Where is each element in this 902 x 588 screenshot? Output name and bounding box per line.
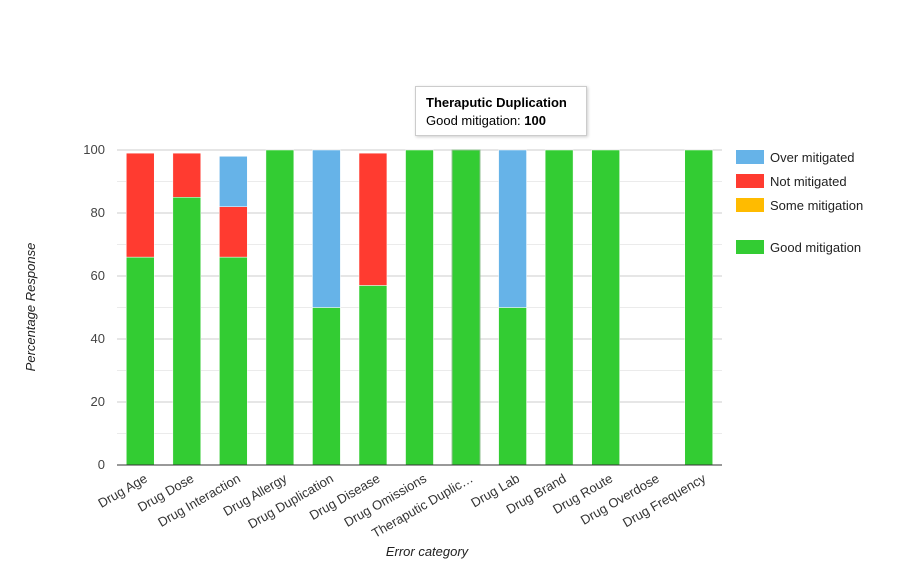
y-tick-label: 0 [98,457,105,472]
y-tick-label: 20 [91,394,105,409]
bar-segment[interactable] [219,156,248,207]
bar-segment[interactable] [498,307,527,466]
bar-segment[interactable] [265,149,295,466]
y-tick-label: 80 [91,205,105,220]
bar-segment[interactable] [312,149,341,308]
y-tick-label: 40 [91,331,105,346]
bar-segment[interactable] [358,152,388,286]
tooltip-body: Good mitigation: 100 [426,113,576,128]
legend-item-good-mitigation[interactable]: Good mitigation [736,237,896,261]
legend-swatch [736,240,764,254]
tooltip: Theraputic Duplication Good mitigation: … [415,86,587,136]
x-tick-label: Drug Overdose [578,471,662,528]
legend-swatch [736,198,764,212]
legend-label: Some mitigation [770,198,864,213]
y-tick-label: 100 [83,142,105,157]
tooltip-value: 100 [524,113,546,128]
legend-item-some-mitigation[interactable]: Some mitigation [736,195,896,237]
legend: Over mitigated Not mitigated Some mitiga… [736,147,896,261]
bar-segment[interactable] [358,285,388,466]
y-tick-labels: 0 20 40 60 80 100 [83,142,105,472]
legend-item-not-mitigated[interactable]: Not mitigated [736,171,896,195]
legend-item-over-mitigated[interactable]: Over mitigated [736,147,896,171]
tooltip-title: Theraputic Duplication [426,95,567,110]
bar-segment[interactable] [126,256,155,466]
bar-segment[interactable] [126,152,155,258]
tooltip-series-label: Good mitigation: [426,113,525,128]
legend-swatch [736,174,764,188]
legend-label: Over mitigated [770,150,855,165]
x-tick-label: Drug Frequency [620,470,709,530]
bar-segment[interactable] [405,149,434,466]
x-axis-title: Error category [386,544,470,559]
y-axis-title: Percentage Response [23,243,38,372]
legend-label: Not mitigated [770,174,847,189]
bar-segment[interactable] [172,152,202,198]
y-tick-label: 60 [91,268,105,283]
legend-swatch [736,150,764,164]
bar-segment[interactable] [312,307,341,466]
bar-segment[interactable] [451,149,481,466]
bar-segment[interactable] [219,206,248,258]
bar-segment[interactable] [544,149,574,466]
bar-segment[interactable] [591,149,620,466]
bar-segment[interactable] [219,256,248,466]
legend-label: Good mitigation [770,240,862,255]
bar-segment[interactable] [498,149,527,308]
bar-segment[interactable] [172,197,202,466]
bar-segment[interactable] [684,149,713,466]
